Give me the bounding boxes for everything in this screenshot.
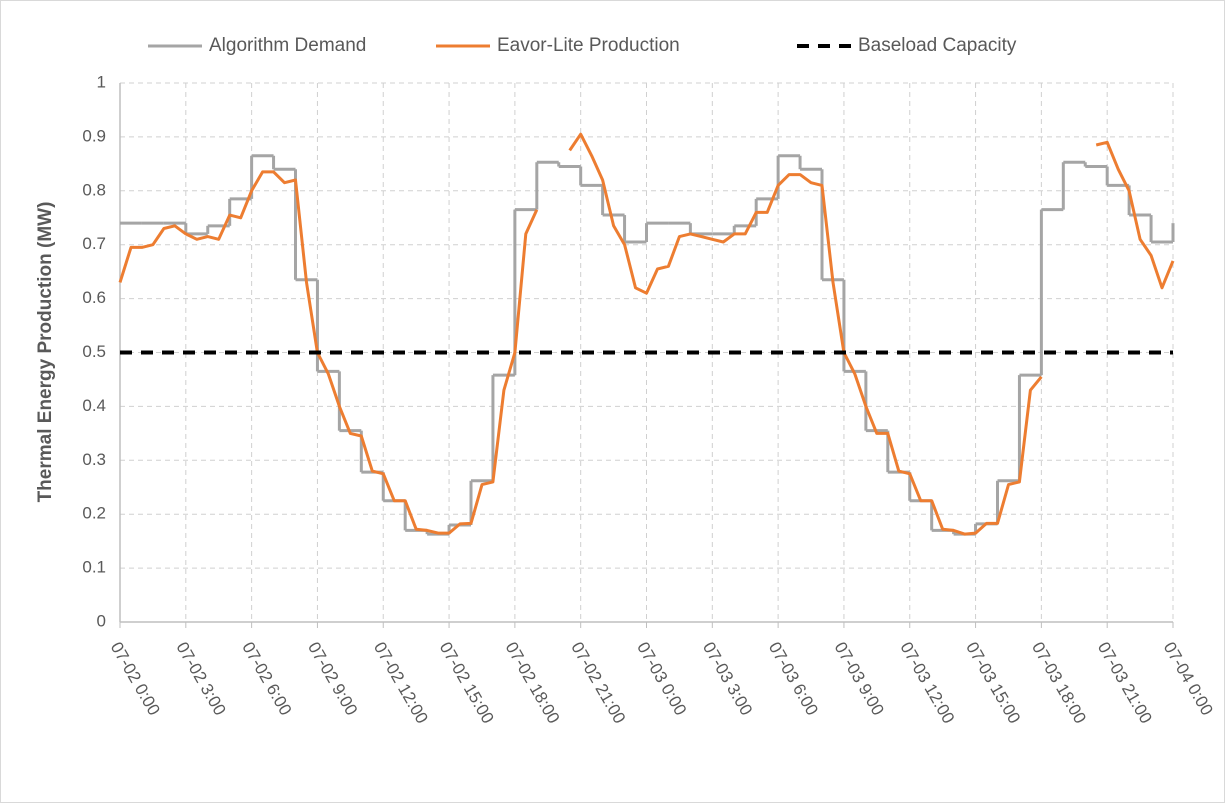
y-tick-label: 0.2 [82, 504, 106, 523]
legend-label: Baseload Capacity [858, 35, 1017, 56]
y-tick-label: 0.9 [82, 126, 106, 145]
y-axis-title: Thermal Energy Production (MW) [35, 202, 56, 503]
y-tick-label: 0.8 [82, 180, 106, 199]
y-tick-label: 0.6 [82, 288, 106, 307]
y-tick-label: 1 [97, 72, 106, 91]
y-tick-label: 0.4 [82, 396, 106, 415]
y-tick-label: 0.1 [82, 558, 106, 577]
legend-label: Eavor-Lite Production [497, 35, 680, 56]
y-tick-label: 0.5 [82, 342, 106, 361]
y-tick-label: 0.3 [82, 450, 106, 469]
y-tick-label: 0 [97, 611, 106, 630]
series-line [118, 132, 1175, 536]
legend-label: Algorithm Demand [209, 35, 366, 56]
y-tick-label: 0.7 [82, 234, 106, 253]
